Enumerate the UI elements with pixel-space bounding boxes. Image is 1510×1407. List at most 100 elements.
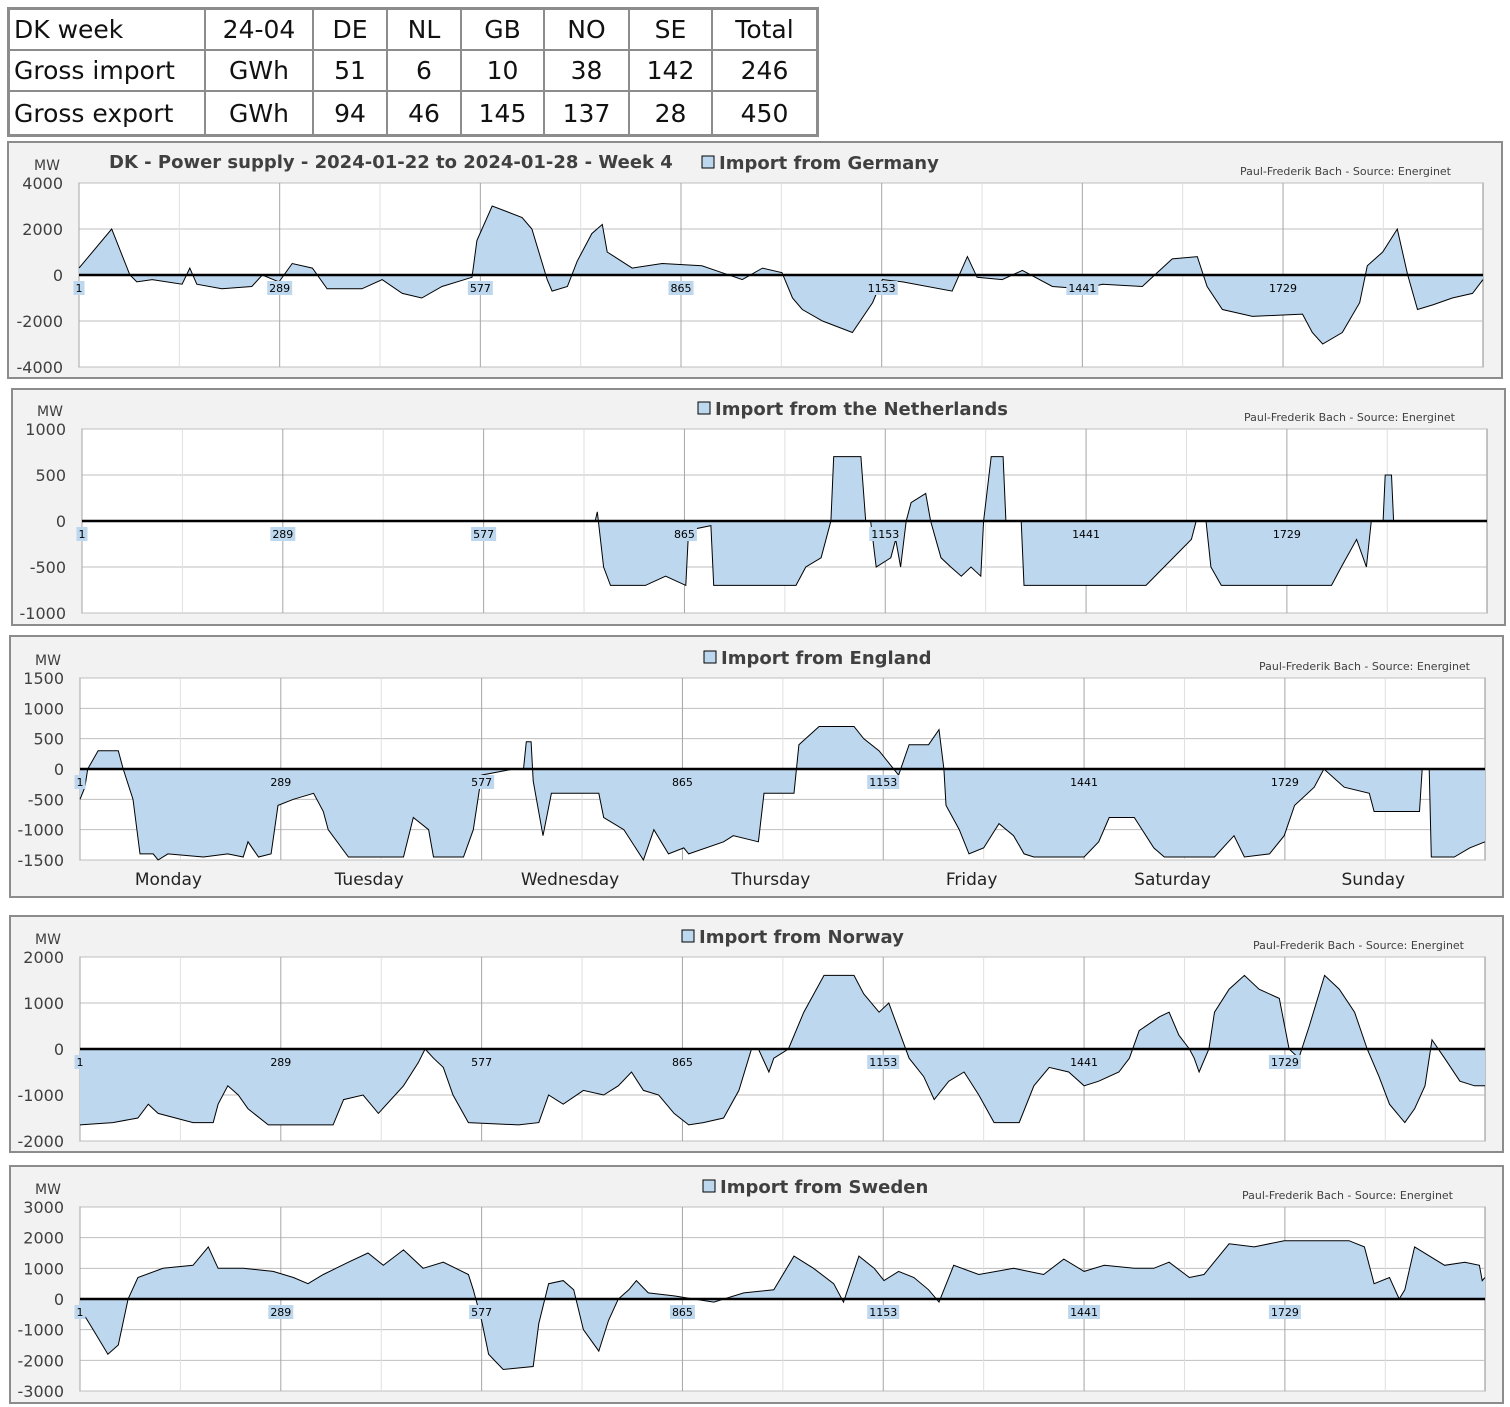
legend-label: Import from Germany [719,153,939,174]
x-tick: 1153 [867,775,900,789]
x-tick-label: 1729 [1271,1056,1299,1069]
x-tick: 289 [267,281,293,295]
summary-header-row: DK week 24-04 DE NL GB NO SE Total [7,7,819,51]
legend-label: Import from England [721,648,932,669]
x-tick: 865 [668,281,694,295]
day-label: Saturday [1134,870,1211,890]
x-tick: 577 [469,1305,495,1319]
y-tick-label: 1000 [23,994,64,1013]
cell: 28 [628,90,713,137]
x-tick-label: 577 [471,1056,492,1069]
y-tick-label: 1000 [23,699,64,718]
x-tick-bg [1068,1055,1101,1069]
x-tick-bg [1268,1305,1301,1319]
x-tick-label: 1153 [868,282,896,295]
cell: 450 [711,90,819,137]
x-tick-bg [268,1055,294,1069]
x-tick-label: 1441 [1072,528,1100,541]
x-tick-bg [74,1305,86,1319]
y-axis-label: MW [37,404,63,420]
x-tick-label: 1 [77,1306,84,1319]
x-tick-label: 1153 [869,1306,897,1319]
x-tick-label: 1 [76,282,83,295]
cell: NL [386,7,462,51]
y-tick-label: 500 [35,466,66,485]
cell: 137 [543,90,630,137]
x-tick-bg [74,775,86,789]
chart-svg: 4000 2000 0 -2000 -4000 1 289 577 865 1153 1441 172… [17,152,1484,377]
x-tick: 1729 [1267,281,1300,295]
x-tick: 1153 [867,1055,900,1069]
y-tick-label: 0 [54,1290,64,1309]
series-line [79,1240,1486,1371]
chart-england: 1500 1000 500 0 -500 -1000 -1500 1 289 577 865 1153… [9,635,1504,898]
x-tick-bg [268,775,294,789]
legend-label: Import from Norway [699,927,904,948]
cell: DE [312,7,388,51]
legend-label: Import from Sweden [720,1177,928,1198]
x-tick-bg [867,775,900,789]
summary-row-export: Gross export GWh 94 46 145 137 28 450 [7,90,819,137]
x-tick-bg [267,281,293,295]
x-tick-label: 1153 [869,1056,897,1069]
x-tick: 1 [74,1055,86,1069]
x-tick: 577 [469,1055,495,1069]
legend-swatch [697,401,711,415]
y-tick-label: 1500 [23,669,64,688]
legend-swatch [703,650,717,664]
x-tick: 865 [671,527,697,541]
legend-swatch [681,929,695,943]
chart-svg: 3000 2000 1000 0 -1000 -2000 -3000 1 289 577 865 11… [18,1177,1486,1401]
x-tick: 865 [669,775,695,789]
x-tick: 1153 [869,527,902,541]
day-label: Thursday [730,870,810,890]
legend-swatch [701,155,715,169]
x-tick-bg [1268,775,1301,789]
x-tick-bg [268,1305,294,1319]
y-tick-label: -1000 [18,1321,65,1340]
x-tick-bg [73,281,85,295]
cell: NO [543,7,630,51]
series-area [80,1240,1485,1370]
x-tick: 1729 [1268,1305,1301,1319]
x-tick-bg [1070,527,1103,541]
credit-text: Paul-Frederik Bach - Source: Energinet [1244,411,1456,424]
y-tick-label: -4000 [17,358,64,377]
cell: 24-04 [204,7,314,51]
x-tick-label: 865 [672,1306,693,1319]
y-tick-label: 500 [33,730,64,749]
x-tick-bg [867,1055,900,1069]
y-tick-label: -1000 [18,821,65,840]
day-label: Monday [135,870,202,890]
credit-text: Paul-Frederik Bach - Source: Energinet [1242,1189,1454,1202]
x-tick-bg [671,527,697,541]
day-label: Wednesday [521,870,619,890]
x-tick: 1153 [865,281,898,295]
x-tick: 577 [471,527,497,541]
series-line [79,726,1486,862]
x-tick: 1441 [1068,775,1101,789]
cell: 51 [312,49,388,92]
x-tick-label: 865 [672,1056,693,1069]
x-tick-label: 577 [470,282,491,295]
y-tick-label: -500 [30,558,66,577]
x-tick-bg [469,775,495,789]
x-tick-bg [1268,1055,1301,1069]
y-tick-label: 2000 [23,1229,64,1248]
x-tick-bg [1267,281,1300,295]
y-axis-label: MW [34,158,60,174]
cell: GB [460,7,545,51]
legend-label: Import from the Netherlands [715,399,1008,420]
x-tick: 1729 [1268,775,1301,789]
day-label: Sunday [1341,870,1405,890]
chart-svg: 1000 500 0 -500 -1000 1 289 577 865 1153 1441 1729 M… [20,399,1488,623]
x-tick: 1 [74,775,86,789]
cell: 142 [628,49,713,92]
x-tick: 865 [669,1305,695,1319]
x-tick-label: 865 [672,776,693,789]
x-tick: 1 [73,281,85,295]
x-tick: 1153 [867,1305,900,1319]
x-tick: 1441 [1070,527,1103,541]
x-tick-label: 1441 [1070,1056,1098,1069]
summary-row-import: Gross import GWh 51 6 10 38 142 246 [7,49,819,92]
